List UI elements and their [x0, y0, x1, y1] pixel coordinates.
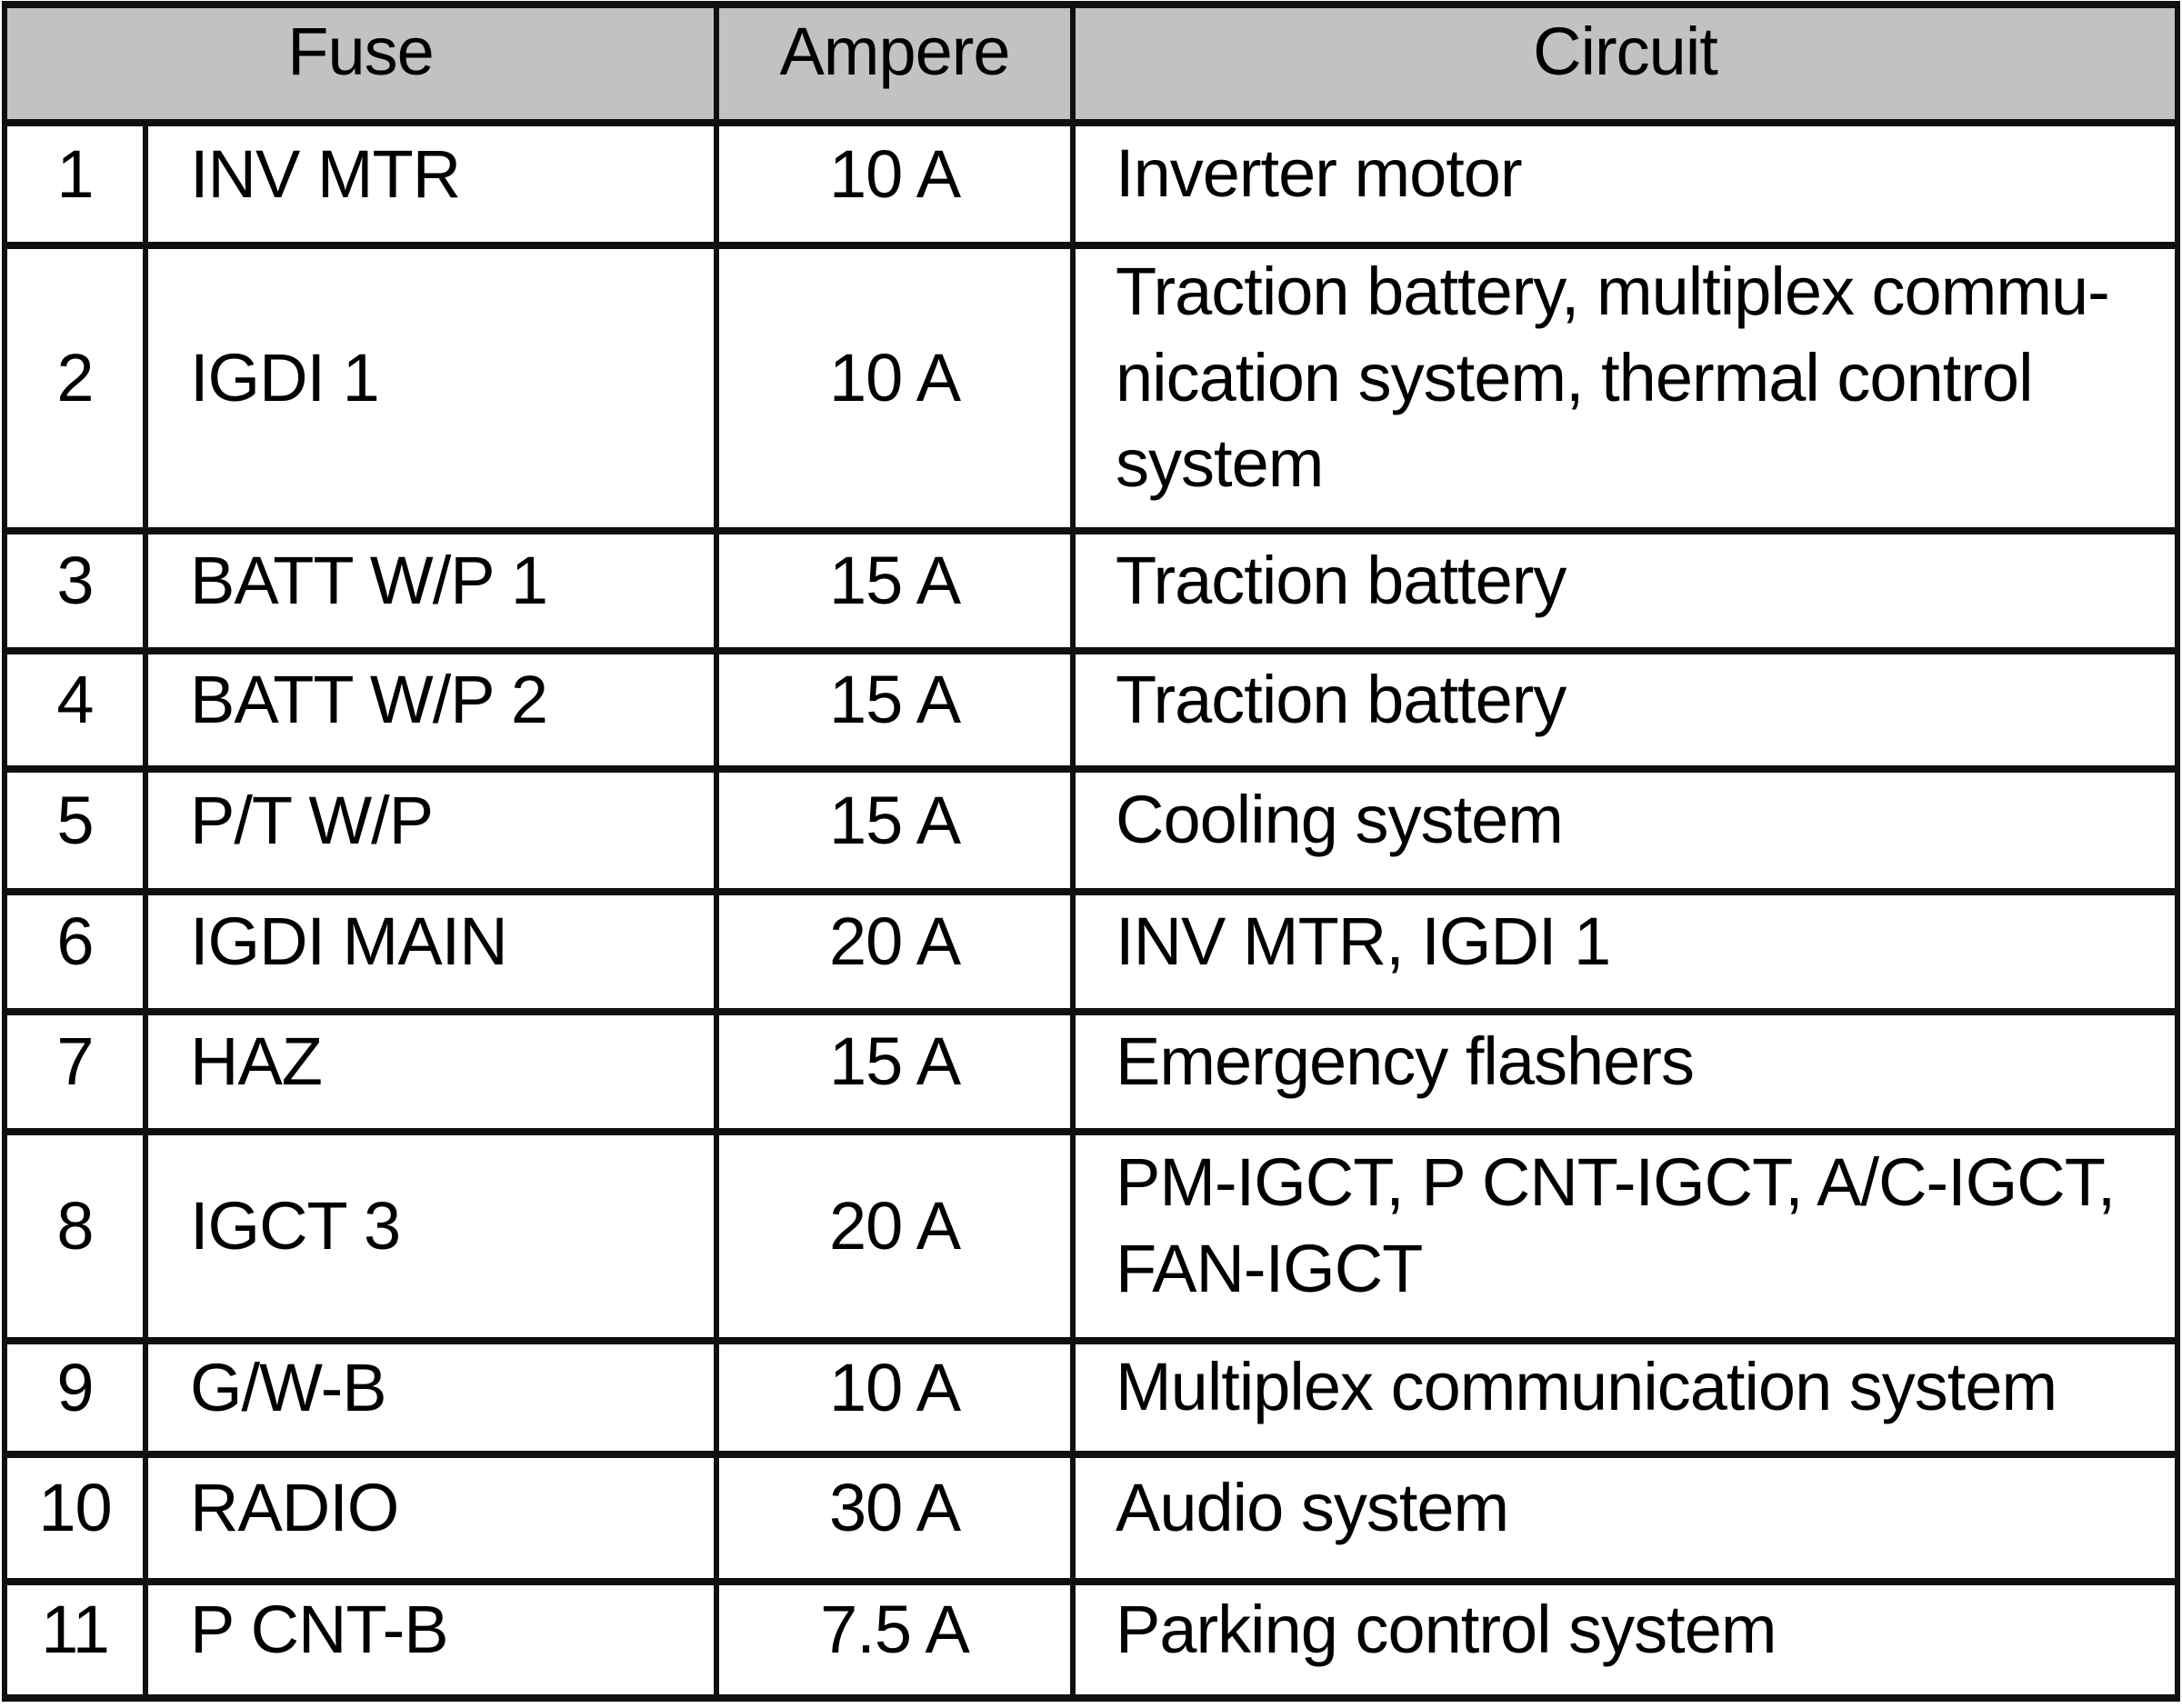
ampere-cell: 15 A [714, 1008, 1076, 1136]
fuse-number-cell: 2 [2, 241, 148, 535]
fuse-number-cell: 1 [2, 119, 148, 249]
ampere-cell: 10 A [714, 241, 1076, 535]
header-circuit: Circuit [1070, 1, 2180, 126]
ampere-cell: 20 A [714, 1128, 1076, 1345]
table-row: 10 RADIO 30 A Audio system [2, 1450, 2180, 1585]
circuit-cell: Emergency flashers [1070, 1008, 2180, 1136]
fuse-number-cell: 10 [2, 1450, 148, 1585]
fuse-name-cell: IGDI 1 [142, 241, 720, 535]
fuse-name-cell: G/W-B [142, 1337, 720, 1458]
header-row: Fuse Ampere Circuit [1, 1, 2180, 126]
ampere-cell: 15 A [714, 527, 1076, 655]
circuit-cell: INV MTR, IGDI 1 [1070, 888, 2180, 1016]
fuse-number-cell: 11 [2, 1577, 148, 1702]
fuse-number-cell: 8 [2, 1128, 148, 1345]
circuit-cell: Traction battery, multiplex commu- nicat… [1070, 241, 2180, 535]
table-row: 6 IGDI MAIN 20 A INV MTR, IGDI 1 [2, 888, 2180, 1016]
fuse-number-cell: 5 [2, 765, 148, 896]
header-ampere: Ampere [714, 1, 1076, 126]
circuit-cell: Parking control system [1070, 1577, 2180, 1702]
header-fuse: Fuse [1, 1, 720, 126]
circuit-cell: Inverter motor [1070, 119, 2180, 249]
ampere-cell: 10 A [714, 1337, 1076, 1458]
fuse-number-cell: 9 [2, 1337, 148, 1458]
circuit-cell: Multiplex communication system [1070, 1337, 2180, 1458]
fuse-name-cell: BATT W/P 1 [142, 527, 720, 655]
table-row: 4 BATT W/P 2 15 A Traction battery [2, 647, 2180, 774]
table-row: 7 HAZ 15 A Emergency flashers [2, 1008, 2180, 1136]
table-row: 1 INV MTR 10 A Inverter motor [2, 119, 2180, 249]
fuse-number-cell: 4 [2, 647, 148, 774]
table-row: 8 IGCT 3 20 A PM-IGCT, P CNT-IGCT, A/C-I… [2, 1128, 2180, 1345]
fuse-name-cell: IGDI MAIN [142, 888, 720, 1016]
fuse-number-cell: 7 [2, 1008, 148, 1136]
fuse-name-cell: IGCT 3 [142, 1128, 720, 1345]
ampere-cell: 7.5 A [714, 1577, 1076, 1702]
circuit-cell: Audio system [1070, 1450, 2180, 1585]
fuse-name-cell: P/T W/P [142, 765, 720, 896]
fuse-name-cell: HAZ [142, 1008, 720, 1136]
fuse-number-cell: 3 [2, 527, 148, 655]
circuit-cell: Traction battery [1070, 527, 2180, 655]
fuse-name-cell: INV MTR [142, 119, 720, 249]
fuse-number-cell: 6 [2, 888, 148, 1016]
fuse-name-cell: P CNT-B [142, 1577, 720, 1702]
circuit-cell: PM-IGCT, P CNT-IGCT, A/C-IGCT, FAN-IGCT [1070, 1128, 2180, 1345]
circuit-cell: Traction battery [1070, 647, 2180, 774]
table-row: 2 IGDI 1 10 A Traction battery, multiple… [2, 241, 2180, 535]
ampere-cell: 15 A [714, 647, 1076, 774]
table-row: 5 P/T W/P 15 A Cooling system [2, 765, 2180, 896]
ampere-cell: 30 A [714, 1450, 1076, 1585]
table-row: 9 G/W-B 10 A Multiplex communication sys… [2, 1337, 2180, 1458]
table-row: 3 BATT W/P 1 15 A Traction battery [2, 527, 2180, 655]
ampere-cell: 20 A [714, 888, 1076, 1016]
fuse-name-cell: RADIO [142, 1450, 720, 1585]
ampere-cell: 10 A [714, 119, 1076, 249]
ampere-cell: 15 A [714, 765, 1076, 896]
table-row: 11 P CNT-B 7.5 A Parking control system [2, 1577, 2180, 1702]
fuse-name-cell: BATT W/P 2 [142, 647, 720, 774]
circuit-cell: Cooling system [1070, 765, 2180, 896]
